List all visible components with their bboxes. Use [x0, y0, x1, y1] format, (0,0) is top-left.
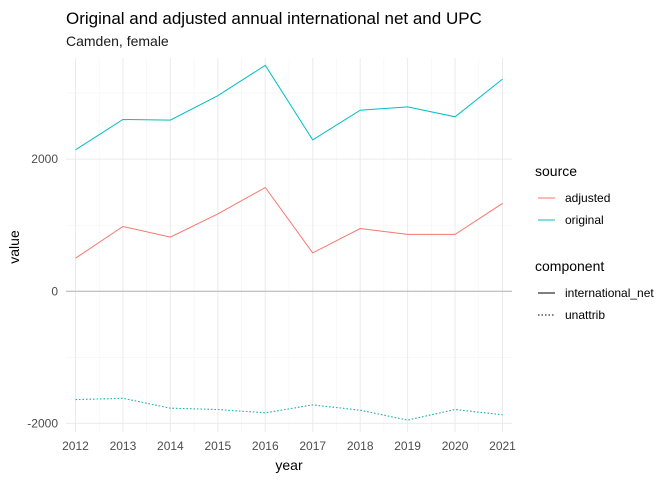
legend-title-component: component: [535, 258, 604, 274]
legend-title-source: source: [535, 163, 577, 179]
grid: [66, 58, 512, 432]
legend-label-original: original: [565, 213, 604, 227]
x-tick-label: 2013: [110, 439, 137, 453]
series-original-unattrib: [75, 397, 503, 421]
x-tick-label: 2021: [489, 439, 516, 453]
x-axis-ticks: 2012 2013 2014 2015 2016 2017 2018 2019 2020 2021: [62, 439, 516, 453]
x-tick-label: 2016: [252, 439, 279, 453]
legend-label-unattrib: unattrib: [565, 308, 605, 322]
chart-subtitle: Camden, female: [66, 33, 169, 49]
y-axis-ticks: -2000 0 2000: [27, 152, 58, 430]
legend: source adjusted original component internati…: [535, 163, 654, 322]
x-tick-label: 2014: [157, 439, 184, 453]
x-tick-label: 2012: [62, 439, 89, 453]
x-tick-label: 2020: [442, 439, 469, 453]
plot-area: [66, 58, 512, 432]
x-tick-label: 2015: [204, 439, 231, 453]
x-tick-label: 2019: [394, 439, 421, 453]
chart-title: Original and adjusted annual internation…: [66, 9, 482, 28]
y-tick-label: 2000: [31, 152, 58, 166]
legend-label-international_net: international_net: [565, 286, 654, 300]
series-original-international_net: [75, 64, 503, 151]
x-tick-label: 2017: [299, 439, 326, 453]
series-group: [75, 64, 503, 421]
y-tick-label: -2000: [27, 416, 58, 430]
x-tick-label: 2018: [347, 439, 374, 453]
series-adjusted-international_net: [75, 186, 503, 259]
legend-label-adjusted: adjusted: [565, 191, 610, 205]
y-tick-label: 0: [51, 284, 58, 298]
y-axis-title: value: [6, 230, 22, 264]
x-axis-title: year: [275, 457, 303, 473]
